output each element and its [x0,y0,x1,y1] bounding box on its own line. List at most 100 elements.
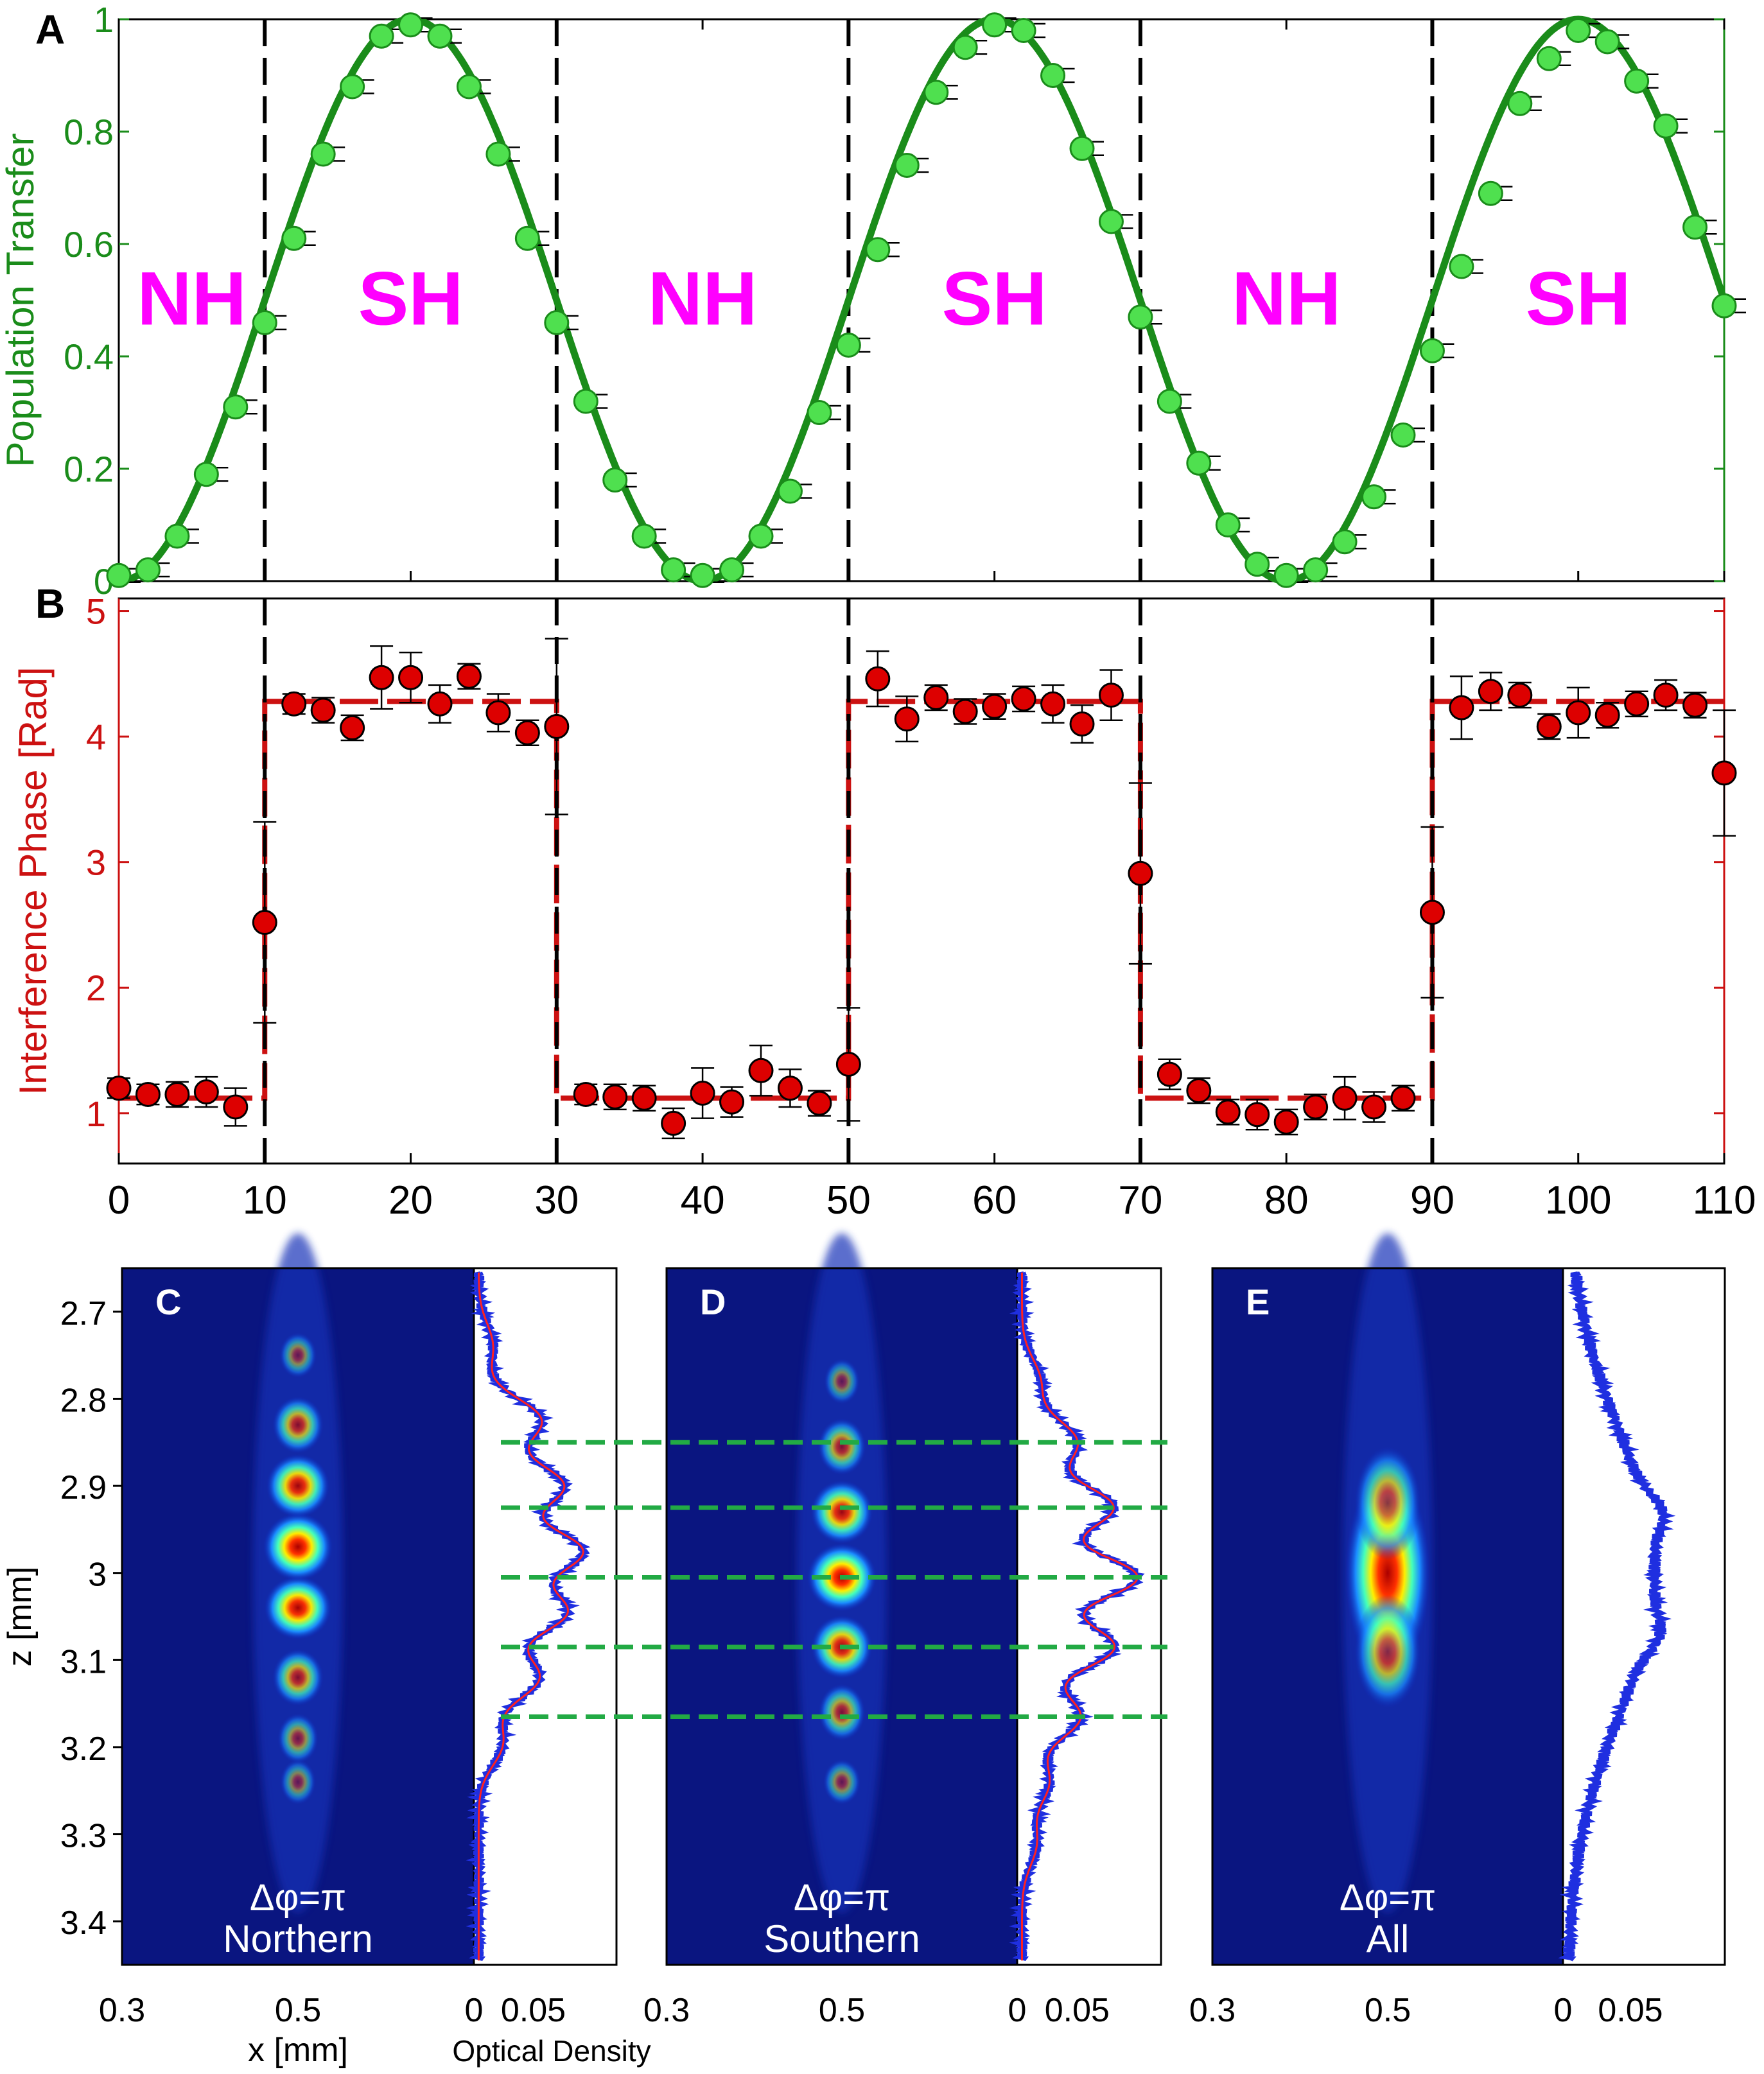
panel-b-data-point [1624,691,1650,717]
image-caption: Northern [223,1917,372,1960]
panel-a-data-point [1653,113,1679,139]
panel-a-data-point [456,74,482,100]
density-lobe [810,1480,873,1544]
od-profile-frame [1562,1267,1726,1966]
panel-b-data-point [1449,695,1474,720]
panel-a-data-point [1186,450,1212,476]
od-profile-fit [477,1272,584,1961]
od-profile-measured [1558,1271,1676,1962]
panel-b-data-point [310,697,336,723]
od-tick-label: 0.05 [1598,1992,1663,2029]
panel-b-ytick-label: 3 [86,842,106,883]
panel-a-data-point [369,23,394,49]
region-label-sh: SH [942,257,1047,342]
panel-a-data-point [1128,304,1153,330]
od-tick-label: 0.05 [1045,1992,1110,2029]
panel-b-data-point [690,1080,715,1106]
panel-a-data-point [952,35,978,60]
panel-a-data-point [923,80,949,105]
panel-b-data-point [807,1090,832,1116]
panel-b-data-point [894,706,920,732]
panel-b-data-point [777,1076,803,1101]
od-tick-label: 0 [1554,1992,1573,2029]
density-lobe [1354,1447,1421,1560]
panel-a-data-point [690,562,715,588]
panel-a-data-point [514,225,540,251]
panel-a-data-point [1011,18,1036,43]
panel-b-xtick-label: 70 [1118,1178,1162,1223]
region-label-sh: SH [358,257,464,342]
panel-a-data-point [1566,18,1591,43]
image-caption: All [1367,1917,1410,1960]
panel-b-data-point [982,693,1008,719]
panel-b-data-point [427,691,453,717]
panel-a-data-point [1244,552,1270,577]
panel-b-data-point [544,713,570,739]
density-lobe [272,1397,324,1454]
image-caption: Southern [764,1917,920,1960]
panel-a-data-point [631,523,657,549]
panel-b-data-point [661,1110,686,1136]
panel-b-data-point [952,699,978,724]
density-lobe [817,1418,866,1476]
panel-a-data-point [1332,529,1358,555]
panel-a-data-point [1069,135,1095,161]
panel-a-data-point [1682,214,1708,240]
z-tick-label: 2.8 [60,1382,107,1419]
panel-b-data-point [1186,1078,1212,1104]
panel-a-data-point [661,557,686,582]
density-lobe [266,1454,330,1518]
panel-b-data-point [835,1052,861,1077]
panel-a-data-point [252,310,277,335]
density-lobe [263,1513,333,1581]
panel-a-letter: A [35,6,65,53]
panel-b-ylabel: Interference Phase [Rad] [12,667,55,1095]
panel-a-data-point [193,462,219,487]
z-tick-label: 3.1 [60,1643,107,1680]
density-lobe [818,1684,866,1741]
panel-b-data-point [340,715,365,740]
panel-a-data-point [281,225,307,251]
panel-a-data-point [1157,388,1182,414]
image-panel-letter: E [1246,1282,1270,1322]
panel-a-ytick-label: 0.2 [64,449,114,489]
panel-b-data-point [223,1094,249,1120]
panel-b-data-point [164,1081,190,1107]
panel-b-data-point [1244,1102,1270,1128]
density-lobe [277,1713,319,1764]
panel-b-xtick-label: 20 [389,1178,433,1223]
image-xtick-label: 0.5 [1365,1992,1411,2029]
density-lobe [824,1359,860,1404]
density-lobe [279,1332,317,1378]
panel-b-data-point [1011,686,1036,711]
panel-a-data-point [777,478,803,504]
z-tick-label: 3.4 [60,1904,107,1942]
panel-b-data-point [719,1089,745,1115]
image-xtick-label: 0.3 [99,1992,145,2029]
panel-b-step-fit [119,699,1724,1101]
panel-b-xtick-label: 0 [108,1178,130,1223]
panel-a-data-point [223,394,249,420]
panel-b-xtick-label: 100 [1545,1178,1611,1223]
image-xtick-label: 0.3 [1189,1992,1236,2029]
absorption-image-panels: 2.72.82.933.13.23.33.4z [mm]CΔφ=πNorther… [1,1233,1726,2069]
image-xtick-label: 0.5 [819,1992,865,2029]
panel-b-data-point [923,684,949,710]
panel-b-data-point [252,910,277,936]
panel-a-data-point [1536,46,1562,71]
panel-b-data-point [1069,711,1095,737]
panel-a-data-point [1478,180,1503,206]
panel-a-data-point [310,141,336,167]
panel-b-xtick-label: 50 [826,1178,871,1223]
panel-b-data-point [281,691,307,717]
panel-b-data-point [1332,1085,1358,1111]
panel-b-data-point [573,1081,598,1107]
region-label-nh: NH [137,257,246,342]
panel-b-letter: B [35,580,65,627]
panel-a-ytick-label: 0.8 [64,112,114,152]
z-axis-label: z [mm] [1,1567,39,1667]
phase-label: Δφ=π [250,1877,346,1919]
